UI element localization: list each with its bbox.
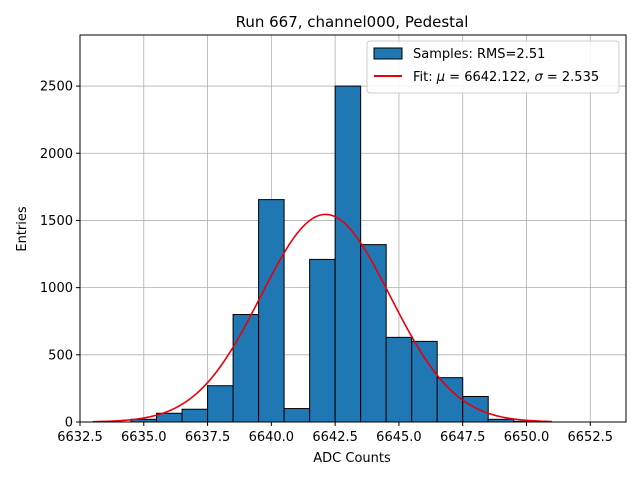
legend: Samples: RMS=2.51 Fit: μ = 6642.122, σ =… [366, 40, 620, 94]
bars-layer [130, 85, 540, 423]
histogram-bar [334, 85, 362, 423]
legend-fit-prefix: Fit: [413, 70, 437, 85]
x-axis-title: ADC Counts [313, 451, 391, 466]
histogram-bar [360, 244, 387, 423]
histogram-bar [181, 408, 209, 423]
x-tick-label: 6642.5 [312, 430, 358, 445]
x-tick-label: 6635.0 [121, 430, 167, 445]
y-tick-label: 500 [48, 348, 73, 363]
x-tick-label: 6650.0 [504, 430, 550, 445]
y-tick-label: 0 [65, 416, 73, 431]
histogram-bar [385, 336, 413, 423]
x-tick-label: 6640.0 [249, 430, 295, 445]
histogram-bar [232, 314, 260, 423]
legend-fit-mu-value: = 6642.122, [445, 70, 534, 85]
histogram-bar [436, 377, 464, 423]
plot-frame [79, 34, 627, 423]
x-tick-label: 6645.0 [376, 430, 422, 445]
histogram-bar [283, 408, 311, 423]
x-tick-label: 6637.5 [185, 430, 231, 445]
y-axis: 0 500 1000 1500 2000 2500 [40, 80, 80, 431]
x-tick-label: 6652.5 [568, 430, 614, 445]
y-tick-label: 1000 [40, 281, 73, 296]
y-tick-label: 1500 [40, 214, 73, 229]
y-tick-label: 2500 [40, 80, 73, 95]
histogram-bar [258, 199, 285, 423]
legend-fit-mu-symbol: μ [436, 70, 445, 85]
legend-fit-sigma-symbol: σ [535, 70, 544, 85]
y-tick-label: 2000 [40, 147, 73, 162]
y-axis-title: Entries [15, 206, 30, 252]
chart-title: Run 667, channel000, Pedestal [236, 13, 469, 31]
legend-fit-label: Fit: μ = 6642.122, σ = 2.535 [413, 70, 599, 85]
legend-histogram-label: Samples: RMS=2.51 [413, 47, 545, 62]
fit-curve [92, 213, 553, 423]
x-tick-label: 6632.5 [57, 430, 103, 445]
histogram-bar [411, 340, 438, 423]
curve-layer [92, 213, 553, 423]
legend-fit-sigma-value: = 2.535 [543, 70, 599, 85]
histogram-bar [462, 395, 489, 423]
legend-box [366, 40, 620, 94]
histogram-bar [207, 385, 234, 423]
legend-histogram-swatch [373, 47, 403, 60]
x-axis: 6632.5 6635.0 6637.5 6640.0 6642.5 6645.0 6647… [57, 422, 613, 445]
x-tick-label: 6647.5 [440, 430, 486, 445]
histogram-bar [309, 258, 336, 423]
